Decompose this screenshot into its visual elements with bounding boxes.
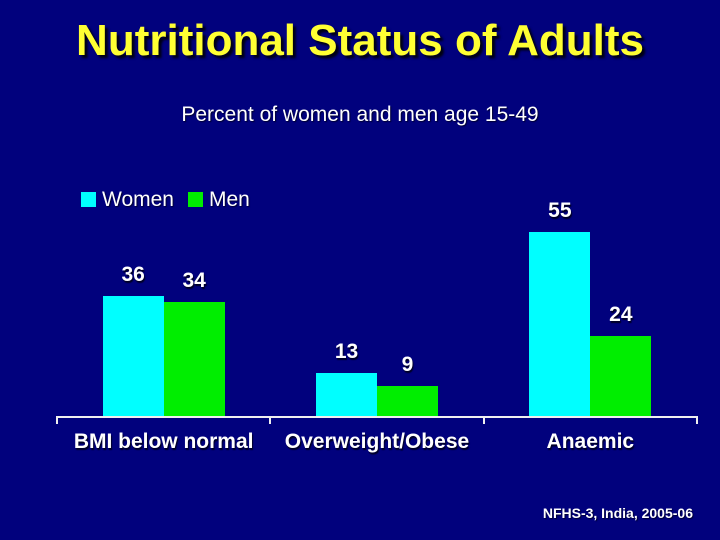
x-axis-tick-2 [482,416,485,424]
bar-men-0 [163,302,225,416]
legend-label-women: Women [102,188,174,211]
chart-legend: Women Men [81,189,250,210]
source-citation: NFHS-3, India, 2005-06 [542,505,693,521]
x-axis-tick-3 [696,416,698,424]
bar-women-0 [102,296,164,416]
legend-item-men: Men [187,188,250,211]
bar-women-2 [529,232,591,416]
bar-value-label-women-0: 36 [121,263,145,286]
slide-subtitle: Percent of women and men age 15-49 [181,103,539,126]
bar-value-label-women-2: 55 [548,199,572,222]
bar-value-label-men-0: 34 [182,269,206,292]
legend-label-men: Men [208,188,250,211]
bar-value-label-men-2: 24 [609,303,633,326]
category-label-1: Overweight/Obese [284,430,470,453]
category-label-0: BMI below normal [73,430,254,453]
bar-women-1 [316,373,377,416]
bar-men-2 [590,336,652,416]
bar-value-label-women-1: 13 [334,340,359,363]
slide-title: Nutritional Status of Adults [76,16,644,65]
bar-men-1 [377,386,438,416]
men-color-swatch [187,192,203,207]
category-label-2: Anaemic [546,430,635,453]
x-axis-tick-1 [269,416,272,424]
x-axis-tick-0 [56,416,58,424]
bar-value-label-men-1: 9 [401,353,414,376]
x-axis-line [57,416,697,418]
legend-item-women: Women [81,189,174,210]
women-color-swatch [81,192,96,207]
